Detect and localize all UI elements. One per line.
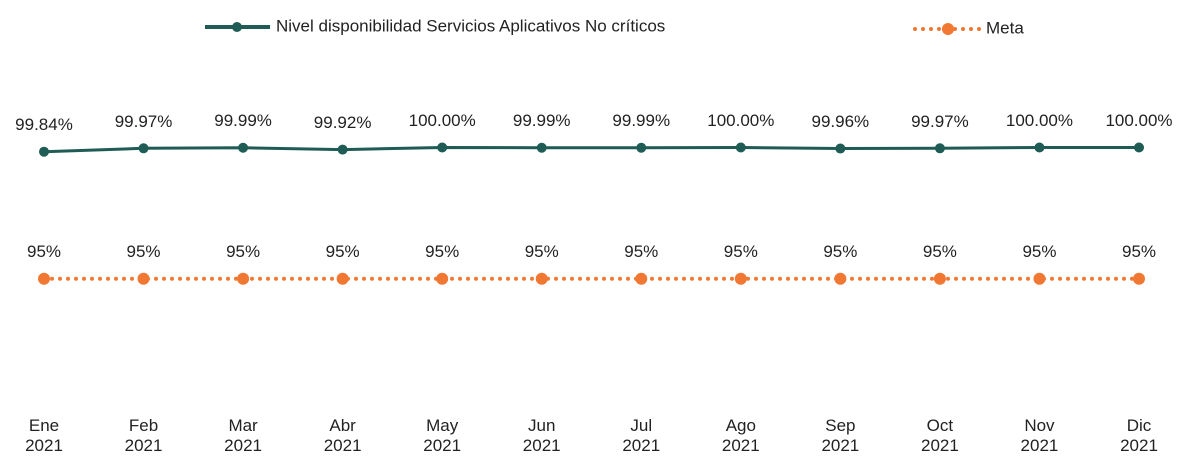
x-tick-label: Feb 2021 — [124, 416, 163, 455]
point — [1033, 272, 1046, 285]
data-label: 95% — [923, 242, 957, 261]
legend-label: Nivel disponibilidad Servicios Aplicativ… — [276, 16, 665, 35]
data-label: 95% — [525, 242, 559, 261]
point — [933, 272, 946, 285]
data-label: 100.00% — [1105, 111, 1172, 130]
x-tick-label: Jun 2021 — [522, 416, 561, 455]
point — [635, 272, 648, 285]
point — [437, 142, 448, 153]
data-label: 95% — [27, 242, 61, 261]
x-tick-label: Mar 2021 — [224, 416, 262, 455]
point — [336, 272, 349, 285]
x-tick-label: Ago 2021 — [721, 416, 760, 455]
data-label: 99.99% — [513, 111, 571, 130]
data-label: 95% — [425, 242, 459, 261]
data-label: 95% — [823, 242, 857, 261]
point — [138, 143, 149, 154]
data-label: 99.96% — [812, 112, 870, 131]
legend-swatch — [942, 23, 954, 35]
data-label: 99.92% — [314, 113, 372, 132]
point — [1034, 142, 1045, 153]
data-label: 95% — [1022, 242, 1056, 261]
data-label: 95% — [127, 242, 161, 261]
point — [734, 272, 747, 285]
data-label: 100.00% — [707, 111, 774, 130]
data-label: 95% — [624, 242, 658, 261]
point — [536, 142, 547, 153]
point — [834, 272, 847, 285]
point — [436, 272, 449, 285]
point — [1134, 142, 1144, 153]
data-label: 99.99% — [214, 111, 272, 130]
point — [934, 143, 945, 154]
x-tick-label: Abr 2021 — [323, 416, 362, 455]
data-label: 100.00% — [1006, 111, 1073, 130]
point — [39, 146, 49, 157]
point — [636, 142, 647, 153]
data-label: 99.84% — [15, 115, 73, 134]
x-tick-label: Nov 2021 — [1020, 416, 1059, 455]
legend-swatch — [232, 22, 242, 32]
point — [137, 272, 150, 285]
point — [835, 143, 846, 154]
x-tick-label: May 2021 — [423, 416, 462, 455]
point — [38, 272, 50, 285]
point — [735, 142, 746, 153]
data-label: 95% — [326, 242, 360, 261]
data-label: 95% — [1122, 242, 1156, 261]
data-label: 99.97% — [115, 112, 173, 131]
x-tick-label: Jul 2021 — [622, 416, 661, 455]
data-label: 100.00% — [409, 111, 476, 130]
point — [238, 142, 249, 153]
x-tick-label: Sep 2021 — [821, 416, 860, 455]
data-label: 99.99% — [612, 111, 670, 130]
point — [535, 272, 548, 285]
data-label: 99.97% — [911, 112, 969, 131]
point — [237, 272, 250, 285]
point — [337, 144, 348, 155]
x-tick-label: Oct 2021 — [920, 416, 959, 455]
legend-label: Meta — [986, 18, 1024, 37]
series-line — [43, 145, 1139, 154]
data-label: 95% — [724, 242, 758, 261]
x-tick-label: Dic 2021 — [1120, 416, 1158, 455]
x-tick-label: Ene 2021 — [25, 416, 63, 455]
point — [1133, 272, 1145, 285]
data-label: 95% — [226, 242, 260, 261]
